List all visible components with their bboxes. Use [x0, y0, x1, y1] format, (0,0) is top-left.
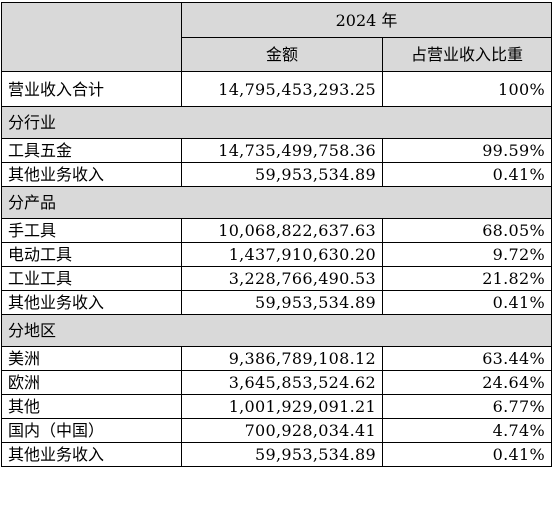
row-amount: 1,437,910,630.20 [181, 242, 383, 267]
table-row: 欧洲 3,645,853,524.62 24.64% [1, 370, 552, 395]
row-label: 美洲 [1, 346, 182, 371]
revenue-table: 2024 年 金额 占营业收入比重 营业收入合计 14,795,453,293.… [1, 2, 552, 467]
row-ratio: 0.41% [382, 162, 552, 187]
row-ratio: 4.74% [382, 418, 552, 443]
row-amount: 700,928,034.41 [181, 418, 383, 443]
row-ratio: 0.41% [382, 442, 552, 467]
header-amount: 金额 [181, 37, 383, 72]
table-row: 工具五金 14,735,499,758.36 99.59% [1, 138, 552, 163]
row-amount: 14,735,499,758.36 [181, 138, 383, 163]
total-amount: 14,795,453,293.25 [181, 71, 383, 107]
row-label: 其他业务收入 [1, 162, 182, 187]
header-year: 2024 年 [181, 2, 552, 38]
section-title: 分行业 [1, 106, 552, 139]
row-label: 手工具 [1, 218, 182, 243]
row-label: 其他业务收入 [1, 442, 182, 467]
section-header-row: 分产品 [1, 186, 552, 219]
row-ratio: 63.44% [382, 346, 552, 371]
header-ratio: 占营业收入比重 [382, 37, 552, 72]
row-label: 国内（中国） [1, 418, 182, 443]
total-row: 营业收入合计 14,795,453,293.25 100% [1, 71, 552, 107]
row-ratio: 6.77% [382, 394, 552, 419]
row-amount: 59,953,534.89 [181, 442, 383, 467]
table-row: 其他业务收入 59,953,534.89 0.41% [1, 290, 552, 315]
table-row: 其他业务收入 59,953,534.89 0.41% [1, 442, 552, 467]
row-ratio: 24.64% [382, 370, 552, 395]
row-label: 其他 [1, 394, 182, 419]
table-row: 手工具 10,068,822,637.63 68.05% [1, 218, 552, 243]
table-row: 美洲 9,386,789,108.12 63.44% [1, 346, 552, 371]
row-label: 电动工具 [1, 242, 182, 267]
revenue-table-body: 2024 年 金额 占营业收入比重 营业收入合计 14,795,453,293.… [1, 2, 552, 467]
row-amount: 1,001,929,091.21 [181, 394, 383, 419]
table-row: 其他 1,001,929,091.21 6.77% [1, 394, 552, 419]
row-ratio: 68.05% [382, 218, 552, 243]
table-row: 工业工具 3,228,766,490.53 21.82% [1, 266, 552, 291]
row-amount: 9,386,789,108.12 [181, 346, 383, 371]
row-ratio: 99.59% [382, 138, 552, 163]
header-row-year: 2024 年 [1, 2, 552, 72]
row-label: 工业工具 [1, 266, 182, 291]
table-row: 电动工具 1,437,910,630.20 9.72% [1, 242, 552, 267]
section-header-row: 分行业 [1, 106, 552, 139]
section-title: 分地区 [1, 314, 552, 347]
row-label: 工具五金 [1, 138, 182, 163]
row-label: 欧洲 [1, 370, 182, 395]
section-header-row: 分地区 [1, 314, 552, 347]
row-label: 其他业务收入 [1, 290, 182, 315]
total-ratio: 100% [382, 71, 552, 107]
row-amount: 10,068,822,637.63 [181, 218, 383, 243]
row-amount: 59,953,534.89 [181, 162, 383, 187]
row-ratio: 9.72% [382, 242, 552, 267]
header-row-columns: 金额 占营业收入比重 [2, 37, 552, 72]
section-title: 分产品 [1, 186, 552, 219]
total-label: 营业收入合计 [1, 71, 182, 107]
table-row: 国内（中国） 700,928,034.41 4.74% [1, 418, 552, 443]
row-amount: 3,228,766,490.53 [181, 266, 383, 291]
row-amount: 3,645,853,524.62 [181, 370, 383, 395]
table-row: 其他业务收入 59,953,534.89 0.41% [1, 162, 552, 187]
header-corner-cell [1, 2, 182, 72]
row-ratio: 21.82% [382, 266, 552, 291]
row-ratio: 0.41% [382, 290, 552, 315]
row-amount: 59,953,534.89 [181, 290, 383, 315]
